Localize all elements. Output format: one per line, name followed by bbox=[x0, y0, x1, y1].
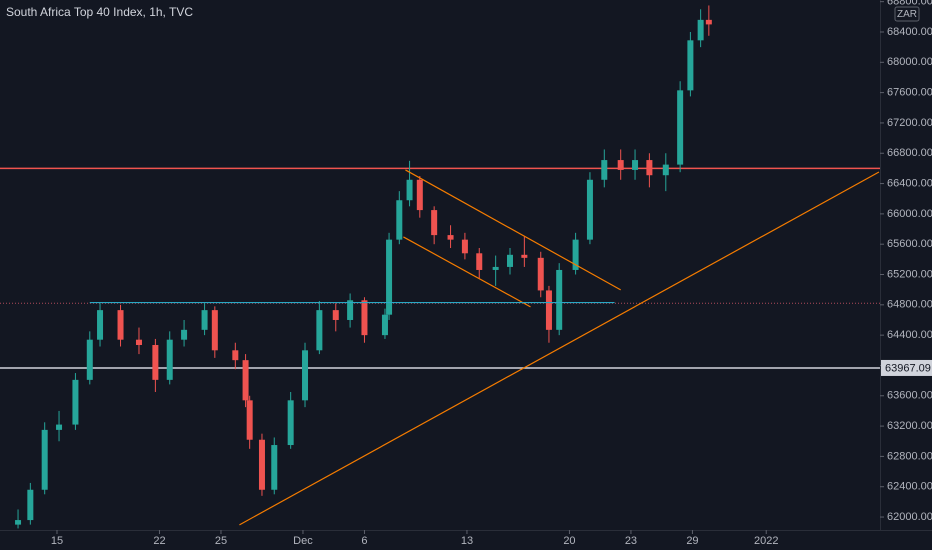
candle-body bbox=[476, 253, 483, 270]
trend-line bbox=[403, 236, 531, 308]
y-tick-label: 67600.00 bbox=[887, 87, 932, 99]
x-tick-label: 29 bbox=[686, 535, 698, 547]
y-tick-label: 68000.00 bbox=[887, 56, 932, 68]
y-tick-label: 64400.00 bbox=[887, 329, 932, 341]
y-tick-label: 68400.00 bbox=[887, 26, 932, 38]
candle-body bbox=[617, 160, 624, 170]
candle-body bbox=[332, 310, 339, 320]
candle-body bbox=[521, 254, 528, 258]
candle-body bbox=[41, 429, 48, 490]
chart-title: South Africa Top 40 Index, 1h, TVC bbox=[6, 5, 193, 19]
candle-body bbox=[537, 257, 544, 291]
candle-body bbox=[347, 300, 354, 320]
candle-body bbox=[117, 310, 124, 340]
x-tick-label: 6 bbox=[361, 535, 367, 547]
candle-body bbox=[586, 179, 593, 240]
y-tick-label: 63200.00 bbox=[887, 420, 932, 432]
candle-body bbox=[662, 164, 669, 176]
candle-body bbox=[572, 239, 579, 270]
trend-line bbox=[405, 169, 621, 291]
y-tick-label: 62000.00 bbox=[887, 511, 932, 523]
y-tick-label: 65200.00 bbox=[887, 268, 932, 280]
candle-body bbox=[135, 339, 142, 345]
candle-body bbox=[447, 235, 454, 240]
candle-body bbox=[406, 179, 413, 201]
candle-body bbox=[56, 424, 63, 430]
x-tick-label: 15 bbox=[51, 535, 63, 547]
y-tick-label: 66000.00 bbox=[887, 208, 932, 220]
currency-box bbox=[894, 6, 920, 22]
x-tick-label: 25 bbox=[215, 535, 227, 547]
candle-body bbox=[166, 339, 173, 380]
candle-body bbox=[27, 489, 34, 521]
candle-body bbox=[72, 379, 79, 425]
candle-body bbox=[677, 90, 684, 165]
y-tick-label: 66800.00 bbox=[887, 147, 932, 159]
x-tick-label: 22 bbox=[153, 535, 165, 547]
candle-body bbox=[632, 160, 639, 170]
candle-body bbox=[258, 439, 265, 490]
candle-body bbox=[271, 445, 278, 490]
candle-body bbox=[242, 360, 249, 401]
currency: ZAR bbox=[897, 9, 917, 20]
candle-body bbox=[492, 266, 499, 270]
y-tick-label: 64800.00 bbox=[887, 299, 932, 311]
candle-body bbox=[386, 239, 393, 315]
candle-body bbox=[646, 160, 653, 176]
y-tick-label: 62800.00 bbox=[887, 450, 932, 462]
candle-body bbox=[152, 344, 159, 380]
candle-body bbox=[232, 350, 239, 361]
y-tick-label: 68800.00 bbox=[887, 0, 932, 8]
y-tick-label: 65600.00 bbox=[887, 238, 932, 250]
candle-body bbox=[545, 290, 552, 330]
candle-body bbox=[97, 310, 104, 340]
candle-body bbox=[246, 400, 253, 440]
candle-body bbox=[86, 339, 93, 380]
candle-body bbox=[507, 254, 514, 267]
x-tick-label: Dec bbox=[293, 535, 313, 547]
candle-body bbox=[201, 310, 208, 330]
y-tick-label: 67200.00 bbox=[887, 117, 932, 129]
candle-body bbox=[601, 160, 608, 180]
candle-body bbox=[381, 314, 388, 336]
candle-body bbox=[416, 179, 423, 211]
x-tick-label: 2022 bbox=[754, 535, 778, 547]
price-label-box bbox=[881, 359, 932, 376]
candle-body bbox=[316, 310, 323, 351]
candle-body bbox=[705, 19, 712, 25]
candle-body bbox=[431, 210, 438, 236]
axes: 62000.00 62400.00 62800.00 63200.00 63600.00… bbox=[51, 0, 932, 547]
x-tick-label: 23 bbox=[625, 535, 637, 547]
price-label: 63967.09 bbox=[885, 362, 931, 374]
x-tick-label: 20 bbox=[563, 535, 575, 547]
candle-body bbox=[396, 200, 403, 240]
trend-line bbox=[239, 171, 880, 526]
y-tick-label: 63600.00 bbox=[887, 390, 932, 402]
candle-body bbox=[461, 239, 468, 254]
candle-body bbox=[697, 19, 704, 41]
y-tick-label: 62400.00 bbox=[887, 481, 932, 493]
candle-body bbox=[687, 40, 694, 91]
candle-body bbox=[302, 350, 309, 401]
plot-area bbox=[0, 5, 880, 529]
candle-body bbox=[361, 300, 368, 336]
y-tick-label: 66400.00 bbox=[887, 177, 932, 189]
x-tick-label: 13 bbox=[461, 535, 473, 547]
candle-body bbox=[556, 269, 563, 330]
candle-body bbox=[15, 520, 22, 525]
candle-body bbox=[181, 329, 188, 340]
candle-body bbox=[211, 310, 218, 351]
candle-body bbox=[287, 400, 294, 446]
